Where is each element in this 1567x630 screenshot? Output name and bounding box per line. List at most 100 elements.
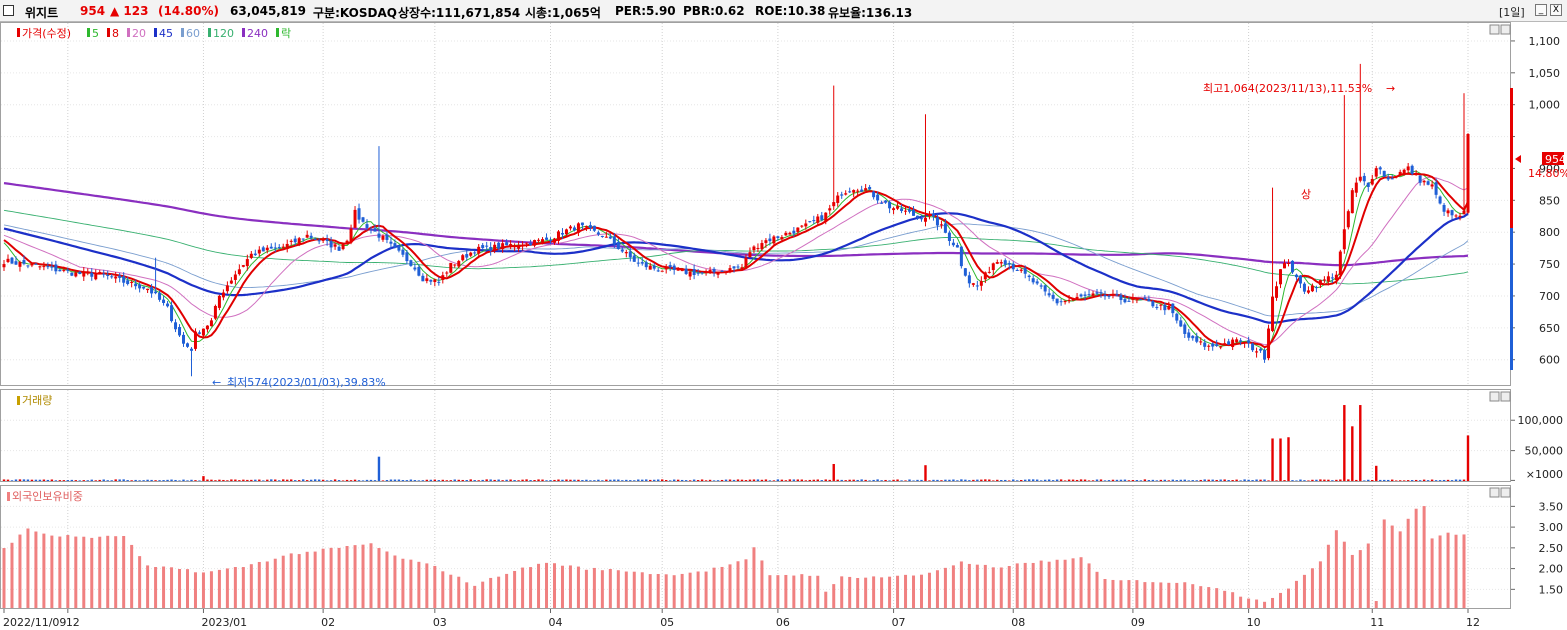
volume-bar <box>661 479 664 481</box>
volume-bar <box>1083 479 1087 481</box>
volume-bar <box>1147 480 1151 481</box>
candle-body <box>612 236 616 245</box>
candle-body <box>1207 345 1211 347</box>
window-checkbox[interactable] <box>3 5 14 16</box>
volume-bar <box>270 479 273 481</box>
candle-body <box>393 243 397 248</box>
price-change-pct: (14.80%) <box>158 4 219 18</box>
foreign-bar <box>409 559 413 608</box>
candle-body <box>201 328 205 336</box>
foreign-bar <box>1063 559 1067 608</box>
volume-bar <box>968 480 971 481</box>
candle-body <box>413 267 417 270</box>
volume-bar <box>26 479 30 481</box>
foreign-panel-close-button[interactable] <box>1500 487 1511 498</box>
volume-bar <box>222 479 225 481</box>
candle-body <box>1402 169 1406 175</box>
foreign-bar <box>66 535 70 608</box>
volume-bar <box>541 479 544 481</box>
foreign-bar <box>34 531 38 608</box>
candle-body <box>919 218 923 220</box>
volume-bar <box>445 480 448 481</box>
volume-bar <box>174 479 177 481</box>
volume-bar <box>357 480 361 481</box>
foreign-bar <box>832 584 836 608</box>
candle-body <box>1342 229 1346 250</box>
candle-body <box>1023 268 1027 274</box>
volume-bar <box>581 480 584 481</box>
candle-body <box>54 264 58 272</box>
candle-body <box>1350 190 1354 214</box>
foreign-bar <box>545 562 549 608</box>
candle-body <box>1203 342 1207 347</box>
volume-bar <box>892 479 895 481</box>
volume-bar <box>1143 479 1147 481</box>
foreign-bar <box>704 571 708 608</box>
candle-body <box>261 247 265 252</box>
volume-bar <box>1255 479 1258 481</box>
foreign-bar <box>345 546 349 608</box>
period-button[interactable]: [1일] <box>1499 6 1525 19</box>
foreign-bar <box>872 576 876 608</box>
volume-bar <box>609 479 612 481</box>
foreign-bar <box>1055 559 1059 608</box>
candle-body <box>401 249 405 255</box>
candle-body <box>999 262 1003 264</box>
volume-bar <box>86 480 89 481</box>
volume-bar <box>242 479 245 481</box>
volume-bar <box>684 480 688 481</box>
volume-bar <box>589 480 592 481</box>
foreign-bar <box>1087 563 1091 608</box>
volume-bar <box>1259 479 1262 481</box>
volume-bar <box>513 480 516 481</box>
candle-body <box>923 217 927 222</box>
close-button[interactable]: X <box>1550 4 1562 16</box>
volume-bar <box>70 479 74 481</box>
price-panel-close-button[interactable] <box>1500 24 1511 35</box>
candle-body <box>74 272 78 277</box>
volume-bar <box>62 480 66 481</box>
foreign-bar <box>1318 561 1322 608</box>
volume-panel-close-button[interactable] <box>1500 391 1511 402</box>
foreign-panel-max-button[interactable] <box>1489 487 1500 498</box>
minimize-button[interactable]: _ <box>1535 4 1547 16</box>
volume-bar <box>1107 480 1111 481</box>
candle-body <box>1275 286 1279 298</box>
candle-body <box>1019 269 1023 271</box>
y-tick-label: 1,000 <box>1529 99 1561 112</box>
foreign-bar <box>305 551 309 608</box>
foreign-bar <box>776 575 780 608</box>
candle-body <box>947 232 951 241</box>
candle-body <box>397 245 401 251</box>
candle-body <box>688 271 692 277</box>
candle-body <box>1382 170 1386 177</box>
volume-bar <box>840 479 843 481</box>
candle-body <box>824 212 828 223</box>
volume-bar <box>50 479 54 481</box>
ma45-line <box>3 212 1469 324</box>
volume-bar <box>900 480 903 481</box>
price-panel-max-button[interactable] <box>1489 24 1500 35</box>
candle-body <box>1302 283 1306 292</box>
candle-body <box>541 239 545 243</box>
volume-bar <box>489 479 492 481</box>
candle-body <box>205 325 209 330</box>
volume-bar <box>637 479 640 481</box>
volume-bar <box>409 479 413 481</box>
volume-bar <box>393 479 397 481</box>
foreign-bar <box>225 568 229 608</box>
candle-body <box>1071 298 1075 301</box>
volume-bar <box>948 479 951 481</box>
candle-body <box>1003 260 1007 265</box>
y-tick-label: 900 <box>1539 162 1560 175</box>
volume-panel-max-button[interactable] <box>1489 391 1500 402</box>
candle-body <box>840 194 844 196</box>
volume-bar <box>1327 479 1330 481</box>
candle-body <box>1015 269 1019 271</box>
foreign-bar <box>880 577 884 608</box>
volume-bar <box>78 480 81 481</box>
candle-body <box>808 221 812 223</box>
low-annotation: 최저574(2023/01/03),39.83% <box>227 376 386 389</box>
volume-bar <box>1275 480 1278 481</box>
candle-body <box>473 252 477 254</box>
